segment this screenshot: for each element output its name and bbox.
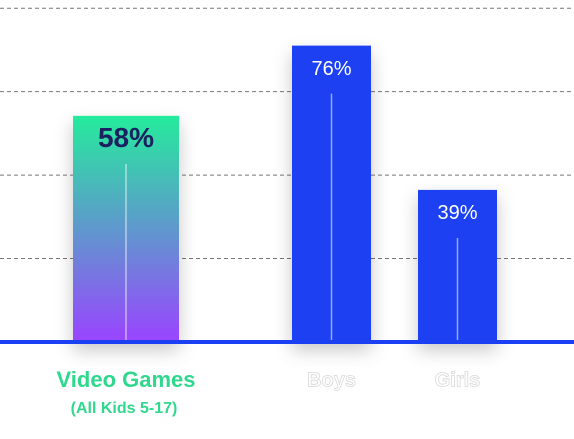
bars: 58% 76% 39%: [73, 45, 497, 342]
value-label: 58%: [98, 122, 154, 153]
x-tick-label: Video Games: [57, 367, 196, 392]
x-tick-label: Girls: [435, 369, 481, 391]
value-label: 76%: [311, 58, 351, 80]
x-tick-label: Boys: [307, 369, 356, 391]
category-subcaption: (All Kids 5-17): [71, 400, 178, 417]
value-label: 39%: [437, 202, 477, 224]
